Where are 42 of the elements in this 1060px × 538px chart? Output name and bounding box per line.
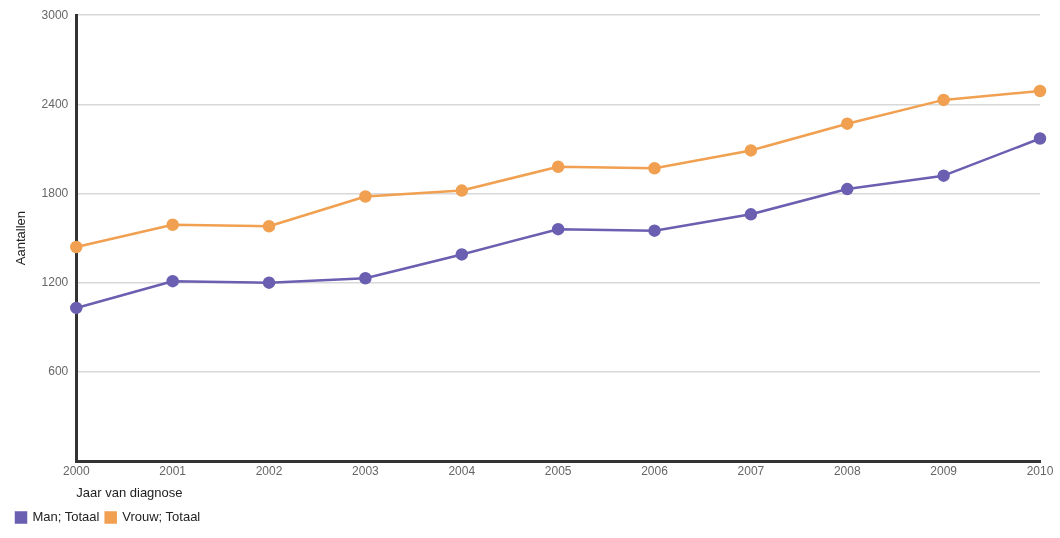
point: [1033, 84, 1047, 98]
x-tick-label: 2004: [448, 463, 476, 478]
x-tick-label: 2008: [833, 463, 861, 478]
y-tick-label: 2400: [41, 96, 69, 111]
x-tick-label: 2000: [62, 463, 90, 478]
x-tick-label: 2005: [544, 463, 572, 478]
point: [937, 93, 950, 107]
y-axis-title: Aantallen: [13, 210, 29, 266]
x-tick-label: 2006: [641, 463, 669, 478]
point: [455, 248, 469, 261]
y-tick-label: 600: [48, 364, 69, 379]
point: [359, 190, 372, 203]
point: [648, 224, 661, 237]
point: [648, 162, 661, 175]
x-tick-label: 2001: [159, 463, 187, 478]
x-tick-label: 2007: [737, 463, 765, 478]
y-tick-label: 1200: [41, 274, 69, 289]
point: [166, 218, 179, 231]
point: [262, 219, 276, 233]
point: [551, 160, 565, 174]
y-tick-label: 1800: [41, 185, 69, 200]
y-tick-label: 3000: [41, 7, 69, 22]
point: [841, 117, 854, 130]
point: [166, 274, 179, 288]
legend-label: Man; Totaal: [32, 509, 100, 525]
x-tick-label: 2010: [1026, 463, 1054, 478]
point: [551, 222, 565, 236]
point: [744, 208, 758, 221]
x-tick-label: 2002: [255, 463, 283, 478]
x-tick-label: 2009: [930, 463, 958, 478]
legend-label: Vrouw; Totaal: [122, 509, 201, 525]
point: [359, 271, 372, 285]
point: [1033, 132, 1047, 145]
point: [70, 301, 83, 315]
x-axis-title: Jaar van diagnose: [76, 484, 183, 500]
point: [455, 184, 469, 197]
point: [841, 182, 854, 196]
point: [70, 240, 83, 254]
point: [744, 144, 758, 157]
x-tick-label: 2003: [352, 463, 380, 478]
point: [937, 169, 950, 182]
point: [262, 276, 276, 289]
